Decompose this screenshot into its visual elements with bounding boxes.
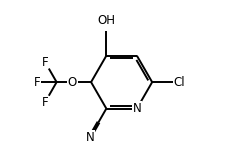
Text: Cl: Cl — [173, 76, 184, 89]
Text: F: F — [42, 56, 49, 69]
Text: OH: OH — [97, 14, 115, 27]
Text: O: O — [67, 76, 76, 89]
Text: F: F — [34, 76, 41, 89]
Text: N: N — [132, 102, 141, 115]
Text: F: F — [42, 96, 49, 109]
Text: N: N — [85, 131, 94, 144]
